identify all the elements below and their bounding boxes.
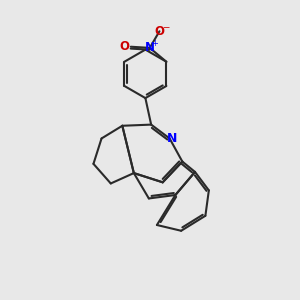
Text: N: N (145, 41, 155, 54)
Text: N: N (167, 132, 178, 145)
Text: O: O (119, 40, 129, 53)
Text: −: − (162, 22, 169, 31)
Text: O: O (154, 25, 164, 38)
Text: +: + (152, 39, 158, 48)
